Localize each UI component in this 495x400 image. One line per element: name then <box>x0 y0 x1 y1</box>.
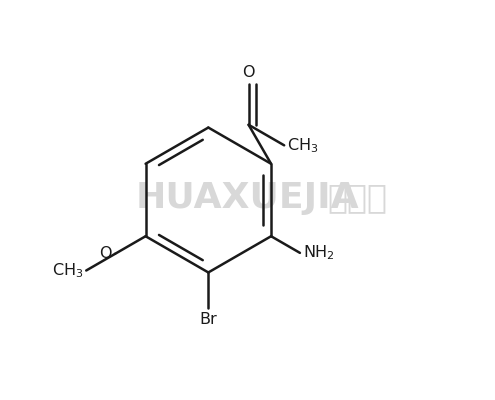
Text: CH$_3$: CH$_3$ <box>287 136 318 155</box>
Text: O: O <box>99 246 112 261</box>
Text: O: O <box>243 65 255 80</box>
Text: HUAXUEJIA: HUAXUEJIA <box>136 181 359 215</box>
Text: CH$_3$: CH$_3$ <box>52 261 84 280</box>
Text: Br: Br <box>199 312 217 327</box>
Text: 化学加: 化学加 <box>327 182 387 214</box>
Text: NH$_2$: NH$_2$ <box>303 244 335 262</box>
